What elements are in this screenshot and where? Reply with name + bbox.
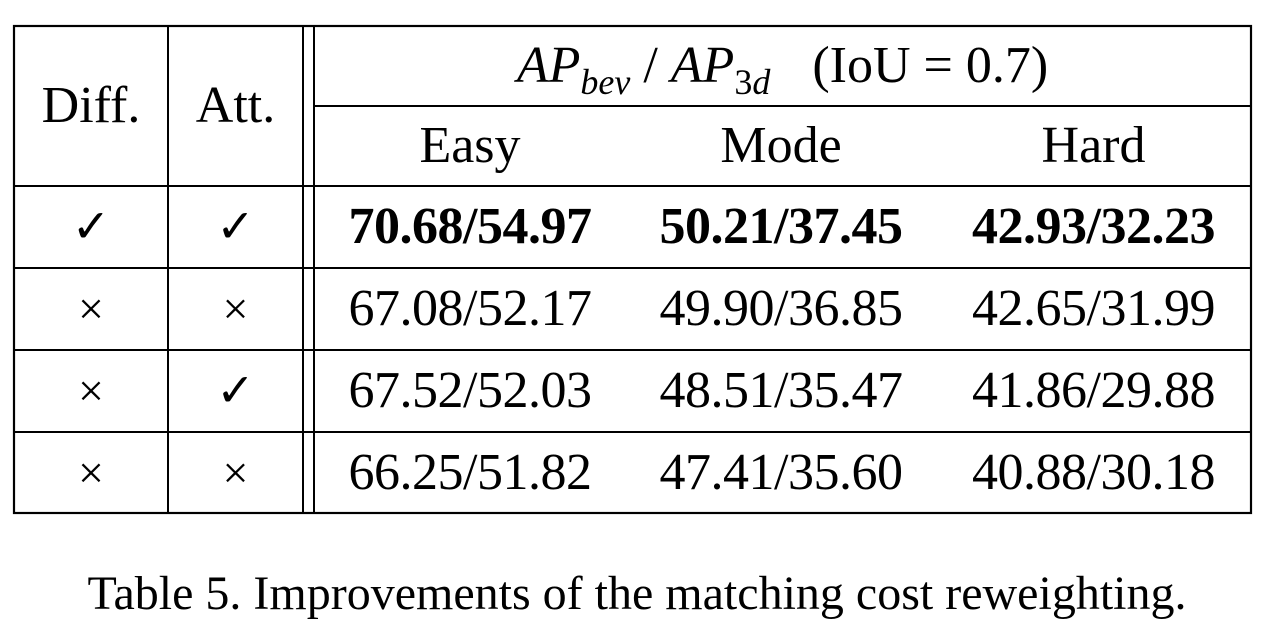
row-1-att: ✓ [216,201,255,252]
row-4-att: × [222,446,249,498]
row-2-att: × [222,283,249,334]
header-att: Att. [195,77,276,134]
row-1-hard: 42.93/32.23 [972,198,1215,255]
row-2-mode: 49.90/36.85 [659,280,903,337]
metric-ap-3d: AP3d [670,37,771,102]
row-1-diff: ✓ [71,201,111,252]
header-hard: Hard [1041,117,1146,174]
row-4-easy: 66.25/51.82 [348,443,592,501]
header-mode: Mode [720,117,842,174]
table-caption: Table 5. Improvements of the matching co… [87,567,1187,620]
row-2-diff: × [78,283,104,334]
row-1-easy: 70.68/54.97 [348,198,592,255]
row-2-easy: 67.08/52.17 [348,280,592,337]
row-3-hard: 41.86/29.88 [972,362,1215,419]
row-2-hard: 42.65/31.99 [972,280,1215,337]
row-4-mode: 47.41/35.60 [659,443,903,501]
metric-condition: (IoU = 0.7) [812,37,1049,94]
row-3-easy: 67.52/52.03 [348,362,592,419]
row-3-att: ✓ [216,365,255,416]
row-4-diff: × [78,446,104,498]
row-3-diff: × [78,365,104,416]
metric-ap-bev: APbev [516,37,631,102]
row-4-hard: 40.88/30.18 [972,443,1215,501]
metric-separator: / [630,37,671,94]
row-1-mode: 50.21/37.45 [659,198,903,255]
header-diff: Diff. [41,77,141,134]
table-grid-lines [12,24,1253,515]
row-3-mode: 48.51/35.47 [659,362,903,419]
header-metric: APbev / AP3d (IoU = 0.7) [314,26,1251,106]
header-easy: Easy [419,117,521,174]
